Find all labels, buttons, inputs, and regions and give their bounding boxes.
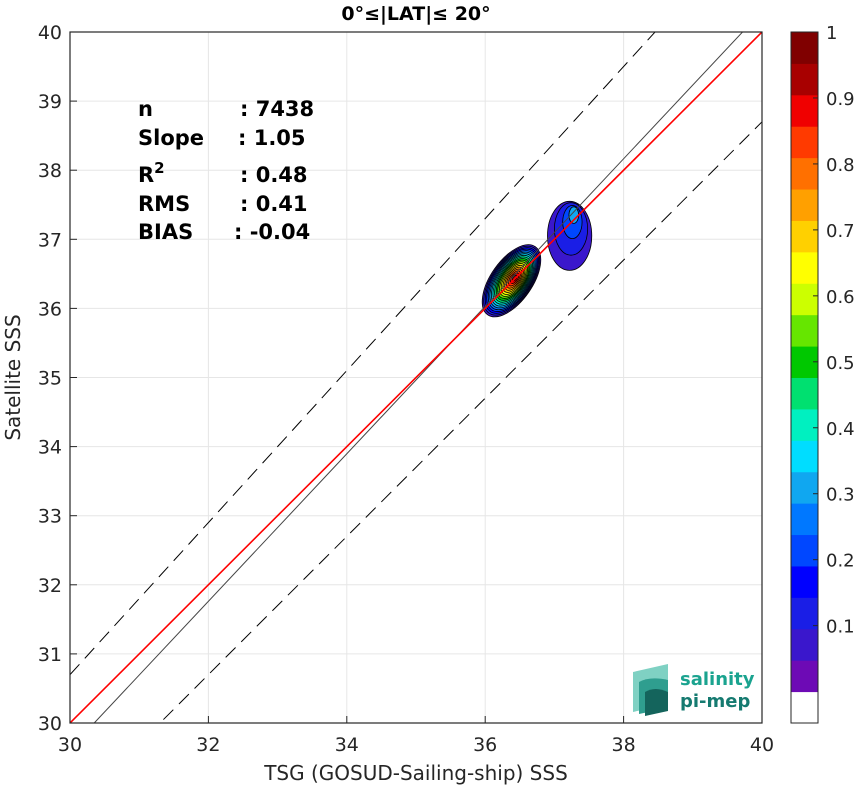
colorbar: 0.1 0.2 0.3 0.4 0.5 0.6 0.7 0.8 0.9 1 [790, 23, 855, 724]
y-tick-label-4: 34 [38, 437, 62, 459]
y-tick-label-8: 38 [38, 160, 62, 182]
colorbar-swatch-19 [791, 94, 818, 127]
colorbar-swatch-6 [791, 503, 818, 536]
colorbar-swatch-21 [791, 32, 818, 64]
colorbar-tick-label-6: 0.7 [826, 221, 855, 242]
logo-text-pi-mep: pi-mep [680, 691, 750, 712]
colorbar-swatch-20 [791, 63, 818, 96]
x-tick-label-1: 32 [196, 734, 220, 756]
y-tick-label-7: 37 [38, 229, 62, 251]
y-tick-label-9: 39 [38, 91, 62, 113]
y-tick-label-10: 40 [38, 22, 62, 44]
stat-label-1: Slope [138, 126, 204, 150]
stat-label-4: BIAS [138, 220, 193, 244]
colorbar-tick-label-9: 1 [826, 23, 837, 44]
y-tick-label-5: 35 [38, 368, 62, 390]
colorbar-tick-label-5: 0.6 [826, 287, 855, 308]
colorbar-swatch-4 [791, 565, 818, 598]
upper-dashed-line [70, 32, 656, 675]
identity-line [93, 32, 744, 723]
stat-label-0: n [138, 97, 153, 121]
x-tick-label-2: 34 [335, 734, 359, 756]
y-tick-label-6: 36 [38, 298, 62, 320]
salinity-pi-mep-logo: salinity pi-mep [633, 664, 755, 716]
colorbar-swatch-8 [791, 440, 818, 473]
colorbar-swatch-10 [791, 377, 818, 410]
reference-lines [70, 32, 762, 723]
colorbar-frame [790, 31, 819, 724]
colorbar-swatch-5 [791, 534, 818, 567]
stat-label-3: RMS [138, 192, 190, 216]
lower-dashed-line [159, 121, 762, 723]
colorbar-swatch-1 [791, 660, 818, 693]
x-axis-label: TSG (GOSUD-Sailing-ship) SSS [263, 761, 568, 785]
y-axis-ticks: 30 31 32 33 34 35 36 37 38 39 40 [38, 22, 77, 735]
logo-wave-icon-3 [645, 689, 668, 716]
regression-line [70, 32, 762, 723]
colorbar-swatch-13 [791, 283, 818, 316]
x-tick-label-4: 38 [612, 734, 636, 756]
colorbar-swatch-15 [791, 220, 818, 253]
colorbar-tick-label-2: 0.3 [826, 485, 855, 506]
colorbar-tick-label-8: 0.9 [826, 89, 855, 110]
y-tick-label-2: 32 [38, 575, 62, 597]
chart-title: 0°≤|LAT|≤ 20° [341, 3, 490, 25]
colorbar-swatch-3 [791, 597, 818, 630]
y-tick-label-3: 33 [38, 506, 62, 528]
y-axis-label: Satellite SSS [1, 314, 25, 440]
colorbar-tick-label-1: 0.2 [826, 551, 855, 572]
y-tick-label-1: 31 [38, 644, 62, 666]
logo-text-salinity: salinity [680, 669, 755, 690]
stat-value-2: : 0.48 [240, 163, 308, 187]
x-tick-label-0: 30 [58, 734, 82, 756]
stat-value-3: : 0.41 [240, 192, 308, 216]
y-tick-label-0: 30 [38, 713, 62, 735]
x-axis-ticks: 30 32 34 36 38 40 [58, 716, 774, 756]
colorbar-swatch-16 [791, 189, 818, 221]
colorbar-swatch-18 [791, 126, 818, 159]
stat-value-1: : 1.05 [238, 126, 306, 150]
colorbar-tick-label-0: 0.1 [826, 617, 855, 638]
colorbar-tick-label-3: 0.4 [826, 419, 855, 440]
stat-label-2: R2 [138, 159, 165, 187]
stat-value-4: : -0.04 [234, 220, 310, 244]
x-tick-label-5: 40 [750, 734, 774, 756]
colorbar-swatch-9 [791, 408, 818, 441]
colorbar-swatch-12 [791, 314, 818, 347]
colorbar-swatch-14 [791, 251, 818, 284]
colorbar-swatch-7 [791, 471, 818, 504]
colorbar-swatch-0 [791, 691, 818, 724]
colorbar-tick-label-4: 0.5 [826, 353, 855, 374]
colorbar-swatch-17 [791, 157, 818, 190]
stats-box: n : 7438 Slope : 1.05 R2 : 0.48 RMS : 0.41 BIAS:… [138, 97, 314, 244]
colorbar-swatch-2 [791, 628, 818, 661]
stat-value-0: : 7438 [240, 97, 314, 121]
colorbar-tick-label-7: 0.8 [826, 155, 855, 176]
x-tick-label-3: 36 [473, 734, 497, 756]
stat-label-superscript: 2 [154, 159, 164, 177]
